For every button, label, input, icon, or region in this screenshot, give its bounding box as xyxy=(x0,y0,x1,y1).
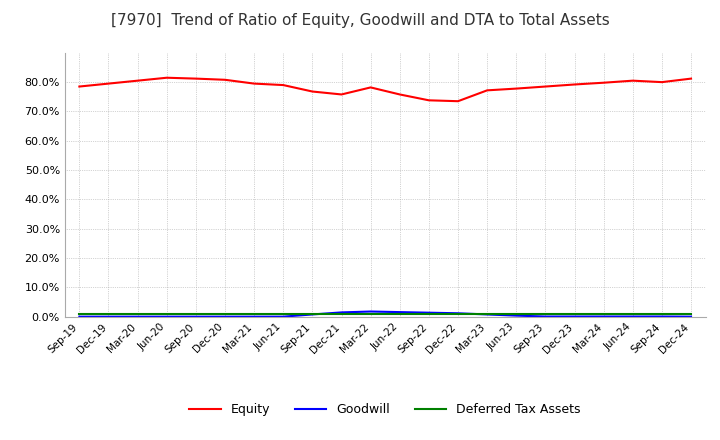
Goodwill xyxy=(163,314,171,319)
Deferred Tax Assets xyxy=(657,312,666,317)
Goodwill xyxy=(454,311,462,316)
Deferred Tax Assets xyxy=(279,312,287,317)
Goodwill xyxy=(220,314,229,319)
Deferred Tax Assets xyxy=(75,312,84,317)
Equity xyxy=(541,84,550,89)
Equity xyxy=(425,98,433,103)
Goodwill xyxy=(279,314,287,319)
Line: Goodwill: Goodwill xyxy=(79,312,691,317)
Equity xyxy=(250,81,258,86)
Equity xyxy=(337,92,346,97)
Deferred Tax Assets xyxy=(425,312,433,317)
Deferred Tax Assets xyxy=(454,312,462,317)
Deferred Tax Assets xyxy=(220,312,229,317)
Goodwill xyxy=(133,314,142,319)
Deferred Tax Assets xyxy=(395,312,404,317)
Equity xyxy=(75,84,84,89)
Legend: Equity, Goodwill, Deferred Tax Assets: Equity, Goodwill, Deferred Tax Assets xyxy=(184,399,586,422)
Goodwill xyxy=(541,314,550,319)
Deferred Tax Assets xyxy=(337,312,346,317)
Goodwill xyxy=(483,312,492,317)
Deferred Tax Assets xyxy=(192,312,200,317)
Goodwill xyxy=(337,310,346,315)
Goodwill xyxy=(570,314,579,319)
Goodwill xyxy=(308,312,317,317)
Equity xyxy=(599,80,608,85)
Line: Equity: Equity xyxy=(79,78,691,101)
Goodwill xyxy=(629,314,637,319)
Goodwill xyxy=(104,314,113,319)
Deferred Tax Assets xyxy=(687,312,696,317)
Goodwill xyxy=(250,314,258,319)
Goodwill xyxy=(425,310,433,315)
Equity xyxy=(163,75,171,81)
Deferred Tax Assets xyxy=(629,312,637,317)
Goodwill xyxy=(657,314,666,319)
Equity xyxy=(366,85,375,90)
Deferred Tax Assets xyxy=(163,312,171,317)
Equity xyxy=(308,89,317,94)
Equity xyxy=(657,80,666,85)
Deferred Tax Assets xyxy=(104,312,113,317)
Equity xyxy=(220,77,229,82)
Deferred Tax Assets xyxy=(133,312,142,317)
Equity xyxy=(687,76,696,81)
Goodwill xyxy=(366,309,375,314)
Equity xyxy=(629,78,637,83)
Deferred Tax Assets xyxy=(570,312,579,317)
Deferred Tax Assets xyxy=(366,312,375,317)
Goodwill xyxy=(75,314,84,319)
Equity xyxy=(512,86,521,91)
Equity xyxy=(395,92,404,97)
Goodwill xyxy=(192,314,200,319)
Goodwill xyxy=(395,309,404,315)
Deferred Tax Assets xyxy=(541,312,550,317)
Equity xyxy=(570,82,579,87)
Equity xyxy=(104,81,113,86)
Text: [7970]  Trend of Ratio of Equity, Goodwill and DTA to Total Assets: [7970] Trend of Ratio of Equity, Goodwil… xyxy=(111,13,609,28)
Equity xyxy=(192,76,200,81)
Deferred Tax Assets xyxy=(483,312,492,317)
Goodwill xyxy=(687,314,696,319)
Deferred Tax Assets xyxy=(599,312,608,317)
Deferred Tax Assets xyxy=(308,312,317,317)
Deferred Tax Assets xyxy=(512,312,521,317)
Equity xyxy=(483,88,492,93)
Equity xyxy=(133,78,142,83)
Goodwill xyxy=(512,313,521,318)
Equity xyxy=(279,82,287,88)
Goodwill xyxy=(599,314,608,319)
Deferred Tax Assets xyxy=(250,312,258,317)
Equity xyxy=(454,99,462,104)
